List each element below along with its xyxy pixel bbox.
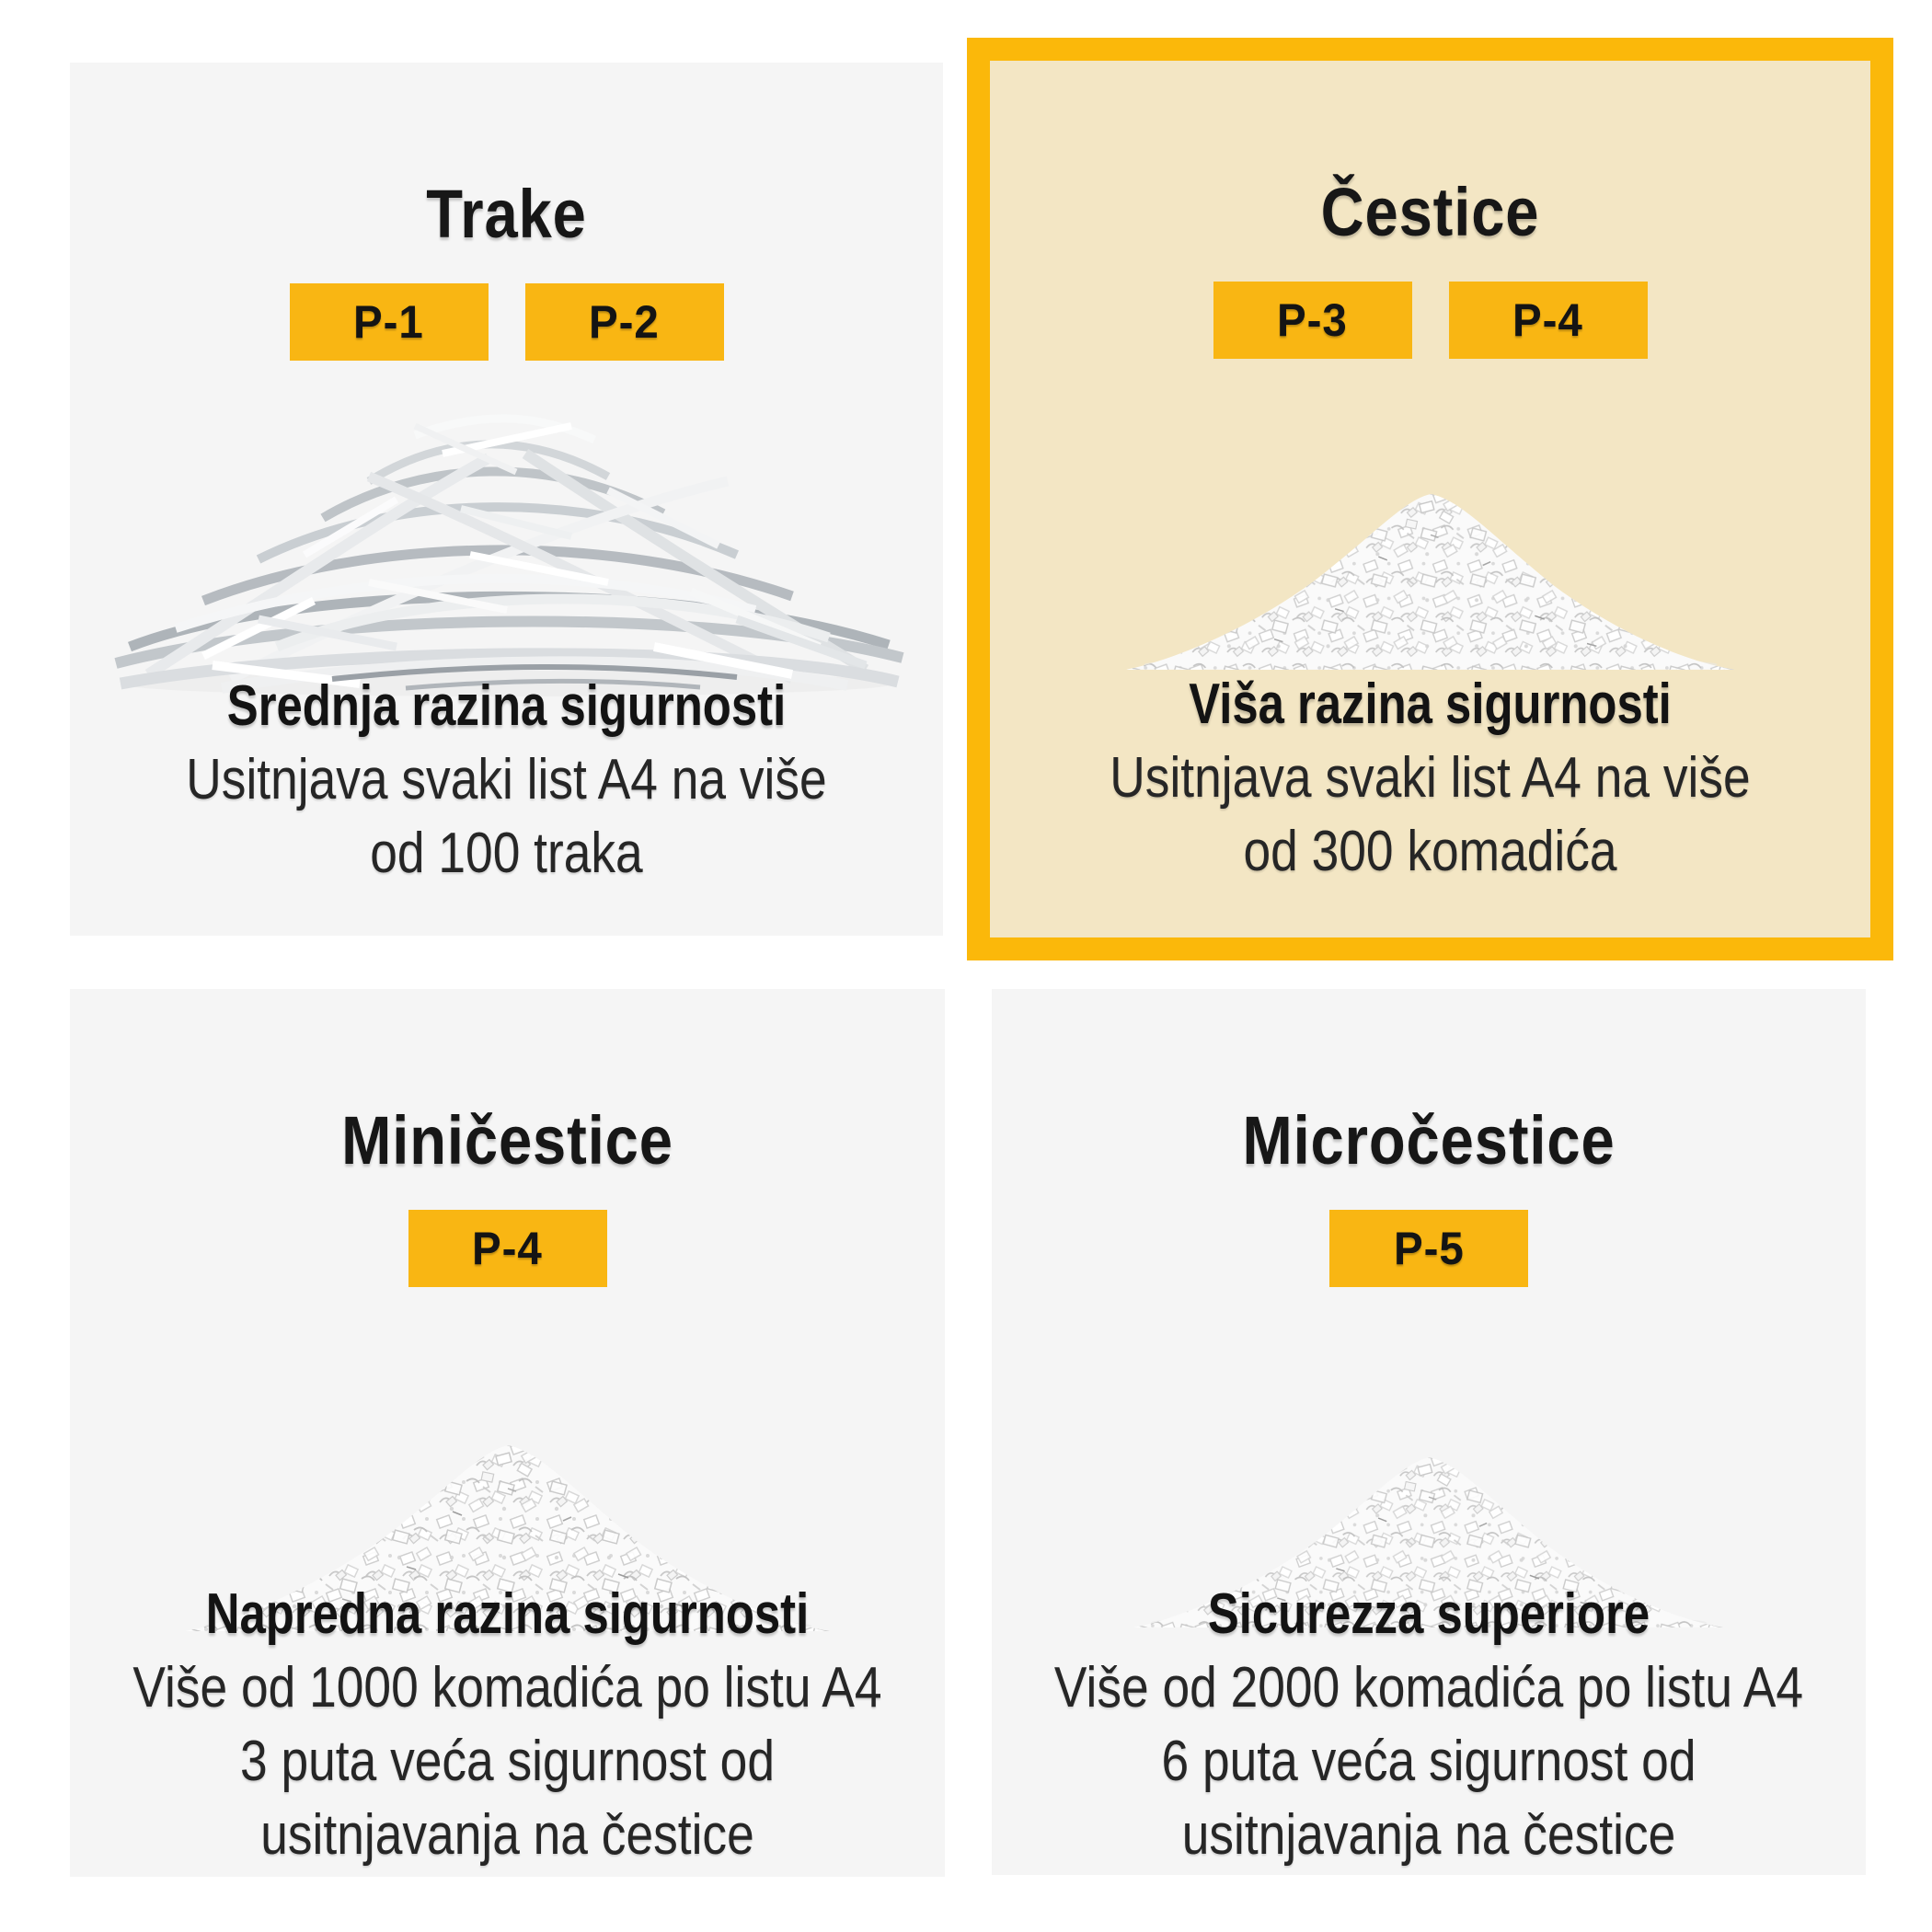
description-line: Više od 1000 komadića po listu A4 — [132, 1656, 882, 1719]
card-trake: Trake P-1 P-2 Srednja razina sigurnosti … — [70, 63, 943, 936]
shredded-strips-image — [93, 371, 921, 702]
card-microcestice: Micročestice P-5 Sicurezza superiore Viš… — [992, 989, 1866, 1875]
badge-label: P-4 — [472, 1223, 543, 1274]
badge-label: P-4 — [1512, 294, 1583, 346]
card-text: Viša razina sigurnosti Usitnjava svaki l… — [990, 668, 1870, 889]
security-level-badge: P-1 — [289, 283, 489, 361]
security-level-heading: Sicurezza superiore — [1207, 1582, 1650, 1646]
description-line: 3 puta veća sigurnost od — [240, 1730, 775, 1793]
badge-row: P-5 — [992, 1210, 1866, 1287]
description-line: Usitnjava svaki list A4 na više — [186, 748, 827, 811]
card-minicestice: Miničestice P-4 Napredna razina sigurnos… — [70, 989, 945, 1877]
security-level-badge: P-4 — [408, 1210, 607, 1287]
card-text: Napredna razina sigurnosti Više od 1000 … — [70, 1578, 945, 1872]
card-text: Sicurezza superiore Više od 2000 komadić… — [992, 1578, 1866, 1872]
card-title: Miničestice — [341, 1102, 673, 1179]
security-level-badge: P-5 — [1329, 1210, 1528, 1287]
badge-row: P-1 P-2 — [70, 283, 943, 361]
badge-row: P-3 P-4 — [990, 282, 1870, 359]
security-level-heading: Napredna razina sigurnosti — [205, 1582, 810, 1646]
description-line: usitnjavanja na čestice — [1181, 1803, 1676, 1867]
badge-label: P-1 — [353, 296, 424, 348]
card-title: Čestice — [1320, 174, 1540, 250]
card-title: Micročestice — [1242, 1102, 1616, 1179]
card-title: Trake — [426, 176, 587, 252]
badge-label: P-2 — [589, 296, 660, 348]
badge-row: P-4 — [70, 1210, 945, 1287]
security-level-badge: P-3 — [1213, 282, 1412, 359]
description-line: Više od 2000 komadića po listu A4 — [1053, 1656, 1804, 1719]
shredded-particles-image — [1125, 493, 1735, 670]
security-level-heading: Srednja razina sigurnosti — [226, 674, 787, 738]
security-level-badge: P-2 — [524, 283, 724, 361]
security-level-badge: P-4 — [1448, 282, 1648, 359]
card-text: Srednja razina sigurnosti Usitnjava svak… — [70, 670, 943, 891]
description-line: usitnjavanja na čestice — [260, 1803, 754, 1867]
security-level-heading: Viša razina sigurnosti — [1189, 673, 1672, 736]
badge-label: P-3 — [1277, 294, 1348, 346]
description-line: 6 puta veća sigurnost od — [1161, 1730, 1696, 1793]
description-line: od 100 traka — [370, 822, 643, 885]
description-line: od 300 komadića — [1243, 820, 1617, 883]
badge-label: P-5 — [1393, 1223, 1465, 1274]
card-cestice-highlighted: Čestice P-3 P-4 Viša razina sigurnosti U… — [967, 38, 1893, 960]
description-line: Usitnjava svaki list A4 na više — [1110, 746, 1751, 810]
